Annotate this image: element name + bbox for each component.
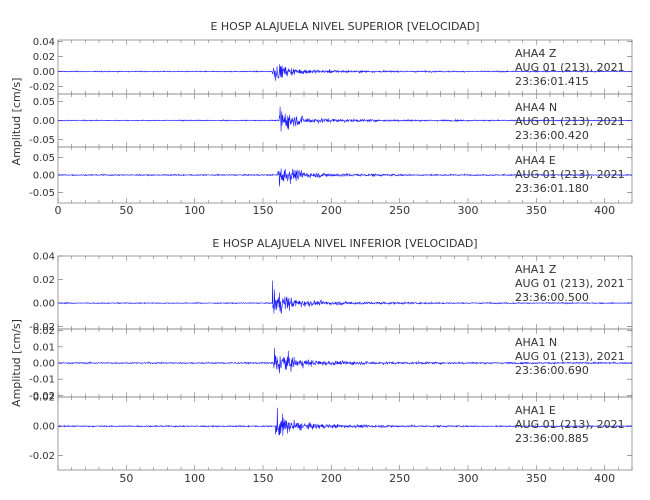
- y-tick-label: 0.05: [33, 153, 55, 164]
- seismic-trace: [57, 106, 633, 132]
- trace-station-label: AHA1 N: [515, 336, 557, 349]
- y-tick-label: -0.02: [29, 391, 55, 402]
- y-tick-label: 0.05: [33, 97, 55, 108]
- y-tick-label: -0.02: [29, 82, 55, 93]
- y-tick-label: 0.02: [33, 393, 55, 404]
- x-tick-label: 250: [389, 472, 410, 485]
- x-tick-label: 100: [184, 204, 205, 217]
- x-tick-label: 150: [253, 472, 274, 485]
- trace-date-label: AUG 01 (213), 2021: [515, 350, 625, 363]
- seismic-trace: [57, 280, 633, 314]
- y-tick-label: 0.02: [33, 326, 55, 337]
- trace-station-label: AHA4 N: [515, 101, 557, 114]
- chart-title: E HOSP ALAJUELA NIVEL SUPERIOR [VELOCIDA…: [210, 20, 479, 33]
- y-tick-label: 0.04: [33, 252, 55, 263]
- y-tick-label: 0.00: [33, 299, 55, 310]
- trace-date-label: AUG 01 (213), 2021: [515, 168, 625, 181]
- x-tick-label: 100: [184, 472, 205, 485]
- trace-time-label: 23:36:01.415: [515, 75, 589, 88]
- y-tick-label: 0.02: [33, 52, 55, 63]
- trace-time-label: 23:36:00.690: [515, 364, 589, 377]
- y-tick-label: 0.00: [33, 116, 55, 127]
- seismic-trace: [57, 348, 633, 374]
- trace-date-label: AUG 01 (213), 2021: [515, 277, 625, 290]
- x-tick-label: 200: [321, 472, 342, 485]
- trace-station-label: AHA1 E: [515, 404, 556, 417]
- x-tick-label: 400: [594, 204, 615, 217]
- trace-date-label: AUG 01 (213), 2021: [515, 418, 625, 431]
- x-tick-label: 50: [119, 472, 133, 485]
- x-tick-label: 150: [253, 204, 274, 217]
- y-tick-label: -0.05: [29, 135, 55, 146]
- x-tick-label: 0: [55, 204, 62, 217]
- trace-date-label: AUG 01 (213), 2021: [515, 61, 625, 74]
- y-axis-label: Amplitud [cm/s]: [10, 319, 23, 407]
- x-tick-label: 400: [594, 472, 615, 485]
- x-tick-label: 250: [389, 204, 410, 217]
- x-tick-label: 300: [458, 204, 479, 217]
- trace-time-label: 23:36:00.885: [515, 432, 589, 445]
- trace-station-label: AHA1 Z: [515, 263, 557, 276]
- trace-station-label: AHA4 Z: [515, 47, 557, 60]
- y-tick-label: 0.00: [33, 67, 55, 78]
- y-tick-label: -0.02: [29, 451, 55, 462]
- y-tick-label: -0.01: [29, 375, 55, 386]
- x-tick-label: 350: [526, 472, 547, 485]
- seismic-trace: [57, 407, 633, 436]
- x-tick-label: 50: [119, 204, 133, 217]
- trace-time-label: 23:36:00.420: [515, 129, 589, 142]
- figure-1: E HOSP ALAJUELA NIVEL SUPERIOR [VELOCIDA…: [10, 20, 633, 217]
- y-tick-label: 0.00: [33, 422, 55, 433]
- trace-date-label: AUG 01 (213), 2021: [515, 115, 625, 128]
- y-tick-label: 0.00: [33, 359, 55, 370]
- y-tick-label: -0.05: [29, 188, 55, 199]
- x-tick-label: 200: [321, 204, 342, 217]
- seismic-trace: [57, 168, 633, 187]
- y-tick-label: -0.02: [29, 322, 55, 333]
- trace-time-label: 23:36:01.180: [515, 182, 589, 195]
- x-tick-label: 350: [526, 204, 547, 217]
- y-tick-label: 0.04: [33, 37, 55, 48]
- y-tick-label: 0.01: [33, 342, 55, 353]
- y-tick-label: 0.02: [33, 275, 55, 286]
- x-tick-label: 300: [458, 472, 479, 485]
- figure-2: E HOSP ALAJUELA NIVEL INFERIOR [VELOCIDA…: [10, 237, 633, 485]
- trace-station-label: AHA4 E: [515, 154, 556, 167]
- chart-title: E HOSP ALAJUELA NIVEL INFERIOR [VELOCIDA…: [212, 237, 477, 250]
- seismic-trace: [57, 64, 633, 81]
- y-axis-label: Amplitud [cm/s]: [10, 78, 23, 166]
- trace-time-label: 23:36:00.500: [515, 291, 589, 304]
- y-tick-label: 0.00: [33, 171, 55, 182]
